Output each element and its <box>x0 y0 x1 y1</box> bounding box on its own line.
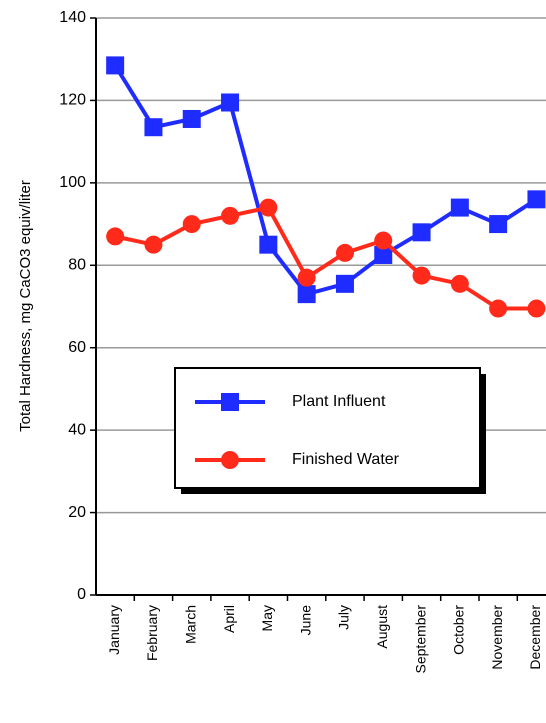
marker <box>374 231 393 250</box>
y-tick-label: 80 <box>68 257 86 274</box>
marker <box>259 198 278 217</box>
y-axis-label: Total Hardness, mg CaCO3 equiv/liter <box>17 180 34 432</box>
marker <box>144 235 163 254</box>
x-tick-label: October <box>451 605 467 655</box>
marker <box>489 299 508 318</box>
marker <box>412 223 431 242</box>
y-tick-label: 40 <box>68 421 86 438</box>
x-tick-label: February <box>144 605 160 661</box>
marker <box>527 299 546 318</box>
marker <box>144 118 163 137</box>
x-tick-label: September <box>412 605 428 674</box>
legend: Plant Influent Finished Water <box>174 367 486 494</box>
marker <box>297 285 316 304</box>
marker <box>182 215 201 234</box>
x-tick-label: August <box>374 605 390 649</box>
marker <box>106 56 125 75</box>
marker <box>489 215 508 234</box>
legend-label: Plant Influent <box>292 393 386 410</box>
y-tick-label: 120 <box>59 92 86 109</box>
y-tick-label: 140 <box>59 9 86 26</box>
legend-box <box>174 367 481 489</box>
marker <box>297 268 316 287</box>
marker <box>335 243 354 262</box>
x-tick-label: November <box>489 605 505 670</box>
x-tick-label: January <box>106 605 122 655</box>
marker <box>412 266 431 285</box>
x-tick-label: December <box>527 605 543 670</box>
y-tick-label: 60 <box>68 339 86 356</box>
x-tick-label: March <box>182 605 198 644</box>
y-tick-label: 100 <box>59 174 86 191</box>
legend-label: Finished Water <box>292 451 400 468</box>
x-tick-label: April <box>221 605 237 633</box>
marker <box>374 245 393 264</box>
x-tick-label: May <box>259 605 275 631</box>
legend-marker <box>221 451 239 469</box>
marker <box>450 198 469 217</box>
marker <box>450 274 469 293</box>
marker <box>335 274 354 293</box>
x-tick-label: July <box>336 605 352 630</box>
series-line <box>114 205 537 311</box>
marker <box>182 109 201 128</box>
marker <box>221 93 240 112</box>
marker <box>221 206 240 225</box>
legend-marker <box>221 393 239 411</box>
marker <box>527 190 546 209</box>
x-tick-label: June <box>297 605 313 636</box>
y-tick-label: 0 <box>77 586 86 603</box>
marker <box>259 235 278 254</box>
y-tick-label: 20 <box>68 504 86 521</box>
marker <box>106 227 125 246</box>
